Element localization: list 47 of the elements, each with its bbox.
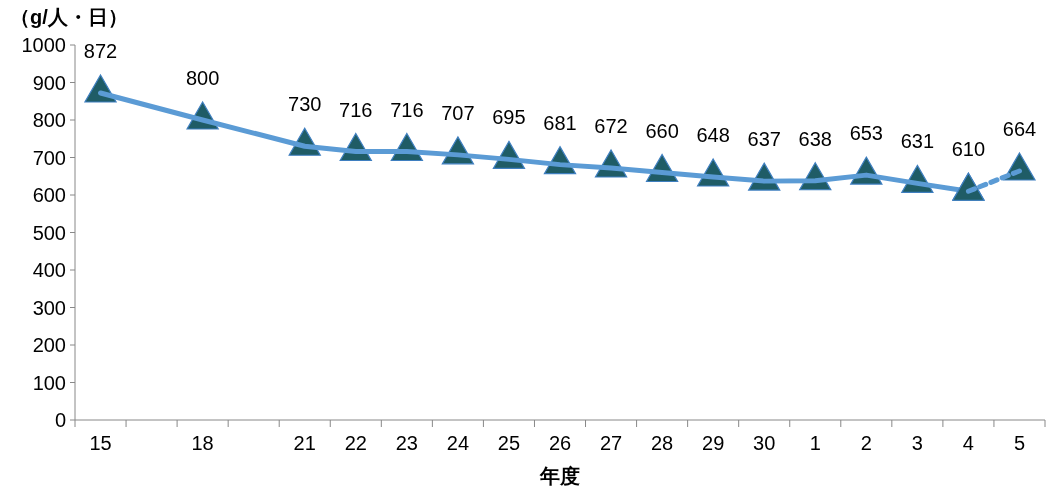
x-tick-label: 18 <box>191 432 214 454</box>
data-label: 872 <box>83 40 118 62</box>
data-label: 638 <box>798 127 832 150</box>
y-tick-label: 200 <box>32 334 66 356</box>
x-tick-label: 21 <box>293 432 316 454</box>
x-tick-label: 1 <box>809 432 821 454</box>
x-tick-label: 26 <box>548 432 572 454</box>
x-tick-label: 25 <box>497 432 521 454</box>
data-label: 664 <box>1002 118 1037 140</box>
x-tick-label: 2 <box>860 432 872 454</box>
y-tick-label: 900 <box>32 71 66 94</box>
x-tick-label: 15 <box>89 432 112 454</box>
data-label: 637 <box>747 128 781 151</box>
x-tick-label: 30 <box>753 432 776 454</box>
data-label: 695 <box>492 106 526 129</box>
y-tick-label: 300 <box>32 296 66 319</box>
data-label: 716 <box>390 98 424 121</box>
data-label: 648 <box>696 124 730 146</box>
y-axis-title: （g/人・日） <box>10 6 128 28</box>
y-tick-label: 800 <box>32 109 66 131</box>
data-label: 800 <box>185 67 220 89</box>
x-tick-label: 24 <box>446 432 470 454</box>
y-tick-label: 400 <box>32 259 66 281</box>
y-tick-label: 700 <box>32 146 66 169</box>
data-label: 707 <box>441 101 475 124</box>
data-label: 730 <box>288 93 322 116</box>
y-tick-label: 0 <box>54 409 66 431</box>
x-tick-label: 29 <box>702 432 725 454</box>
y-tick-label: 600 <box>32 184 66 206</box>
x-tick-label: 23 <box>395 432 418 454</box>
x-tick-label: 27 <box>599 432 623 454</box>
data-label: 610 <box>951 138 986 161</box>
data-label: 716 <box>339 98 373 121</box>
data-label: 660 <box>645 119 679 142</box>
y-tick-label: 500 <box>32 221 66 244</box>
y-tick-label: 1000 <box>21 34 66 56</box>
data-label: 653 <box>849 122 883 145</box>
x-tick-label: 3 <box>911 432 923 454</box>
x-tick-label: 28 <box>650 432 674 454</box>
data-label: 631 <box>900 130 935 153</box>
x-axis-title: 年度 <box>539 465 580 487</box>
x-tick-label: 4 <box>962 432 974 454</box>
x-tick-label: 5 <box>1013 432 1026 454</box>
x-tick-label: 22 <box>344 432 367 454</box>
data-label: 672 <box>594 115 628 137</box>
data-label: 681 <box>543 111 577 134</box>
y-tick-label: 100 <box>32 371 66 394</box>
